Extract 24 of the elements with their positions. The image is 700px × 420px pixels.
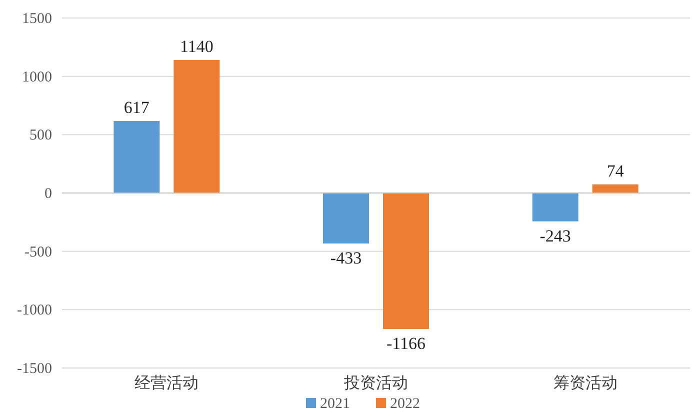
y-tick-label: -500 <box>24 244 52 260</box>
x-tick-label: 经营活动 <box>134 373 199 392</box>
legend-label: 2022 <box>390 396 420 412</box>
bar <box>532 193 578 222</box>
legend-label: 2021 <box>320 396 350 412</box>
data-label: -243 <box>540 226 571 246</box>
data-label: 1140 <box>180 37 214 56</box>
data-label: -1166 <box>386 334 426 354</box>
y-tick-label: -1000 <box>17 302 52 319</box>
x-tick-label: 筹资活动 <box>553 373 618 392</box>
y-tick-label: -1500 <box>17 361 52 377</box>
data-label: -433 <box>330 248 362 268</box>
bar <box>323 193 369 244</box>
bar <box>174 60 220 193</box>
bar <box>114 121 160 193</box>
x-tick-label: 投资活动 <box>343 373 408 392</box>
y-tick-label: 1500 <box>22 11 52 27</box>
data-label: 74 <box>606 161 624 180</box>
bar <box>592 184 638 193</box>
y-tick-label: 0 <box>44 186 52 202</box>
y-tick-label: 500 <box>30 128 52 144</box>
y-tick-label: 1000 <box>22 69 52 86</box>
bar <box>383 193 429 330</box>
data-label: 617 <box>124 98 150 118</box>
